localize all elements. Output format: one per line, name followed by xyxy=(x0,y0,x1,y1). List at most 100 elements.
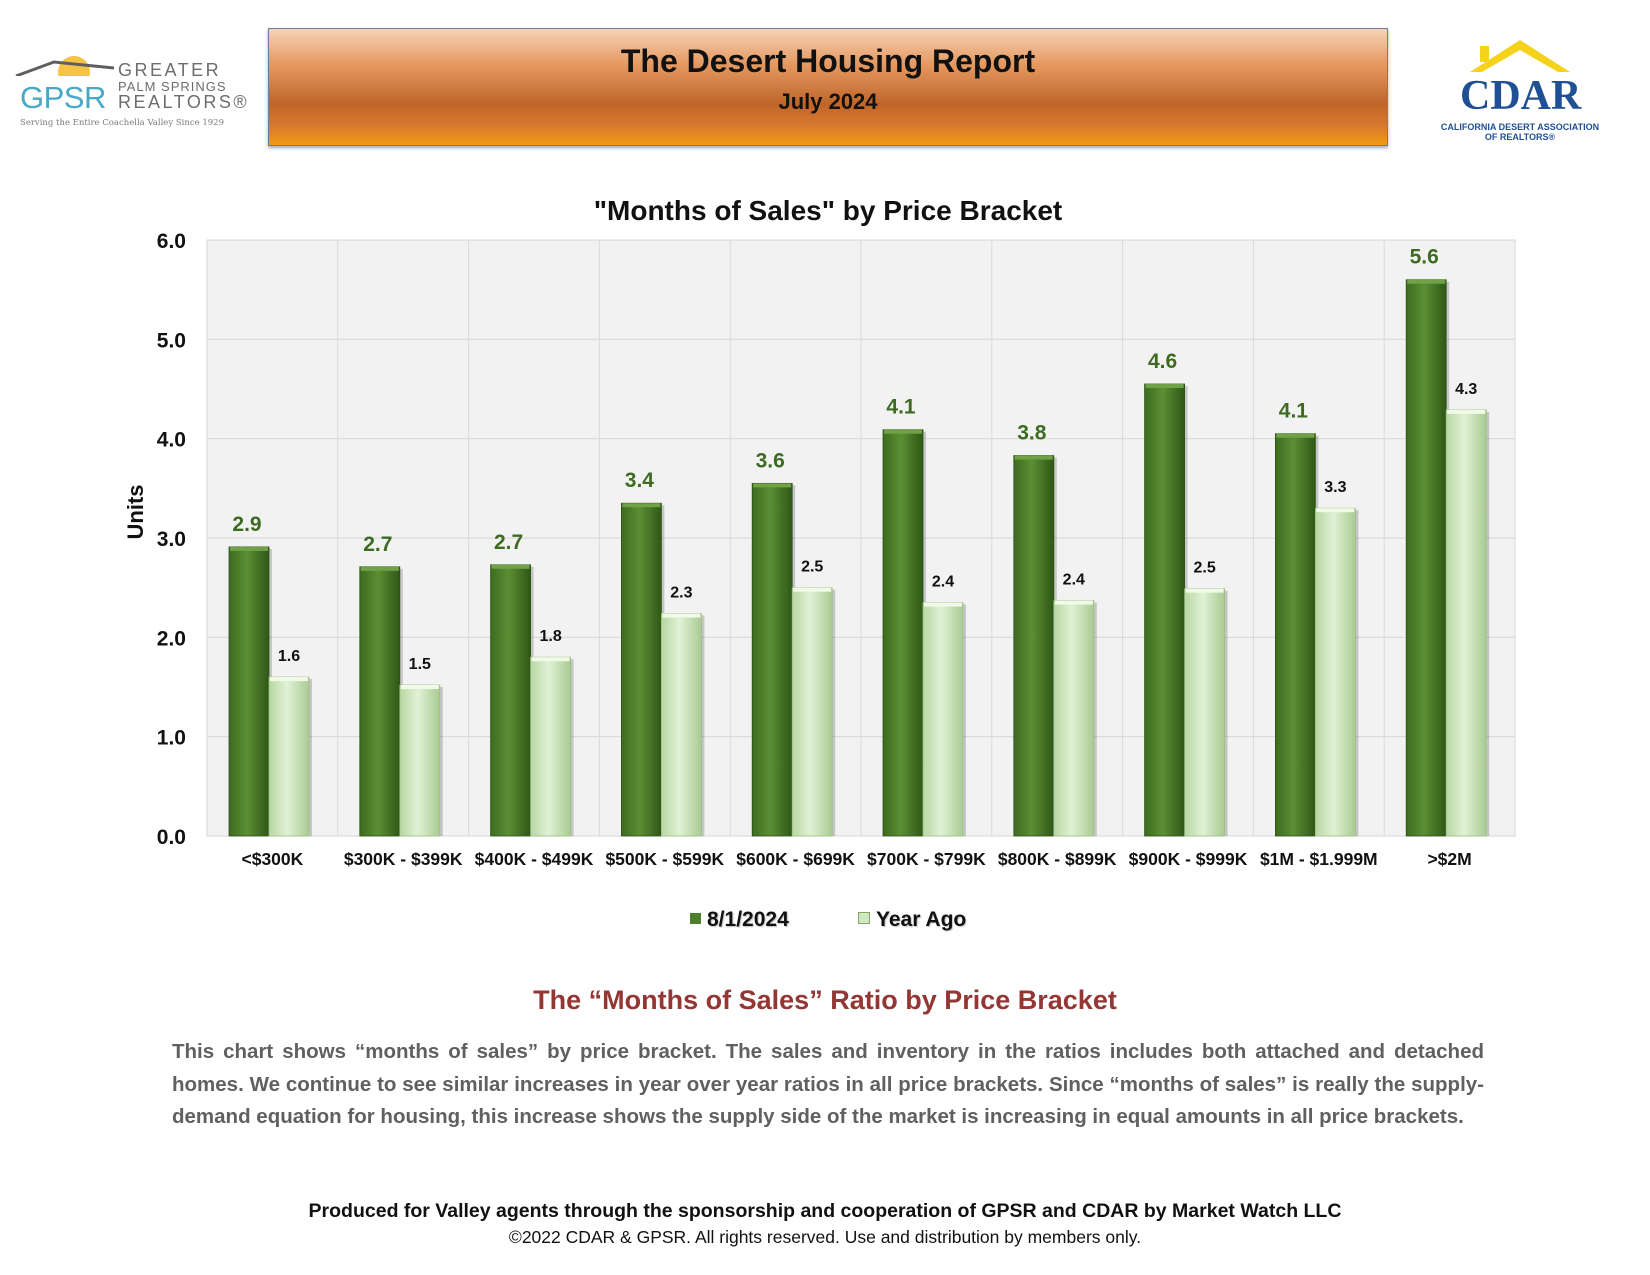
bar-year-ago xyxy=(530,656,571,837)
bar-cap xyxy=(924,602,962,607)
report-title: The Desert Housing Report xyxy=(620,43,1036,79)
data-label-year-ago: 3.3 xyxy=(1324,479,1346,496)
bar-cap xyxy=(400,685,439,690)
bar-year-ago xyxy=(922,602,964,837)
cdar-subtitle-line1: CALIFORNIA DESERT ASSOCIATION xyxy=(1440,122,1600,132)
house-roof-icon xyxy=(1470,40,1570,72)
x-tick-label: $300K - $399K xyxy=(344,849,463,869)
bar-cap xyxy=(1447,409,1486,414)
bar-cap xyxy=(1407,279,1446,284)
section-title: The “Months of Sales” Ratio by Price Bra… xyxy=(533,985,1117,1015)
x-tick-label: $800K - $899K xyxy=(998,849,1117,869)
legend-label-year-ago: Year Ago xyxy=(876,908,967,931)
cdar-subtitle: CALIFORNIA DESERT ASSOCIATION OF REALTOR… xyxy=(1420,122,1620,142)
bar-cap xyxy=(793,587,832,592)
data-label-current: 3.6 xyxy=(756,449,785,472)
x-tick-label: $1M - $1.999M xyxy=(1260,849,1378,869)
bar-current xyxy=(1144,383,1185,837)
gpsr-logo: GPSR GREATER PALM SPRINGS REALTORS® Serv… xyxy=(14,50,247,135)
bars: 2.9 1.6 2.7 1.5 2.7 1.8 3.4 2.3 3.6 2.5 4.1 2.4 3.8 2… xyxy=(228,246,1490,837)
data-label-year-ago: 4.3 xyxy=(1455,381,1477,398)
bar-cap xyxy=(1316,508,1355,513)
bar-cap xyxy=(884,429,922,434)
data-label-year-ago: 2.4 xyxy=(1063,572,1085,589)
legend-swatch-year-ago xyxy=(858,912,870,925)
y-tick-label: 3.0 xyxy=(157,528,186,551)
gpsr-line3: REALTORS® xyxy=(118,92,250,112)
data-label-current: 2.7 xyxy=(363,533,392,556)
months-of-sales-chart: "Months of Sales" by Price Bracket 0.0 1.… xyxy=(123,195,1516,869)
legend-item-current: 8/1/2024 xyxy=(690,908,789,932)
bar-year-ago xyxy=(268,676,310,837)
bar-year-ago xyxy=(1184,588,1225,837)
legend-item-year-ago: Year Ago xyxy=(858,908,966,932)
bar-current xyxy=(751,482,793,837)
cdar-subtitle-line2: OF REALTORS® xyxy=(1484,132,1556,142)
data-label-current: 2.7 xyxy=(494,531,523,554)
bar-current xyxy=(228,546,270,837)
bar-year-ago xyxy=(1315,507,1356,837)
data-label-year-ago: 2.5 xyxy=(801,559,823,576)
bar-year-ago xyxy=(1445,409,1487,837)
gpsr-tagline: Serving the Entire Coachella Valley Sinc… xyxy=(20,118,224,128)
bar-cap xyxy=(491,564,530,569)
report-subtitle: July 2024 xyxy=(778,89,878,114)
data-label-current: 3.4 xyxy=(625,469,655,492)
bar-cap xyxy=(360,566,399,571)
data-label-current: 4.1 xyxy=(886,396,916,419)
x-tick-label: >$2M xyxy=(1427,849,1471,869)
x-tick-label: $500K - $599K xyxy=(605,849,724,869)
y-tick-label: 4.0 xyxy=(157,429,186,452)
x-tick-label: <$300K xyxy=(242,849,304,869)
bar-cap xyxy=(662,613,701,618)
data-label-year-ago: 2.4 xyxy=(932,574,954,591)
y-tick-label: 6.0 xyxy=(157,230,186,253)
bar-cap xyxy=(1276,433,1315,438)
cdar-logo: CDAR CALIFORNIA DESERT ASSOCIATION OF RE… xyxy=(1420,38,1620,148)
data-label-year-ago: 2.5 xyxy=(1193,560,1215,577)
bar-current xyxy=(1275,433,1316,837)
bar-current xyxy=(359,566,401,837)
cdar-wordmark: CDAR xyxy=(1460,73,1582,119)
data-label-year-ago: 2.3 xyxy=(670,584,692,601)
data-label-current: 5.6 xyxy=(1410,246,1439,269)
gpsr-line2: PALM SPRINGS xyxy=(118,79,227,94)
y-axis-label: Units xyxy=(123,485,148,540)
bar-year-ago xyxy=(399,684,441,837)
data-label-year-ago: 1.8 xyxy=(539,628,561,645)
data-label-current: 3.8 xyxy=(1017,422,1047,445)
x-tick-label: $400K - $499K xyxy=(475,849,594,869)
x-tick-label: $600K - $699K xyxy=(736,849,855,869)
data-label-current: 4.1 xyxy=(1279,400,1309,423)
chart-title: "Months of Sales" by Price Bracket xyxy=(594,195,1062,226)
bar-current xyxy=(490,564,532,837)
x-tick-label: $900K - $999K xyxy=(1129,849,1248,869)
section-body: This chart shows “months of sales” by pr… xyxy=(172,1040,1484,1128)
bar-cap xyxy=(1054,600,1093,605)
footer-sponsorship: Produced for Valley agents through the s… xyxy=(308,1200,1342,1222)
x-tick-label: $700K - $799K xyxy=(867,849,986,869)
legend-swatch-current xyxy=(690,912,701,924)
bar-cap xyxy=(531,657,570,662)
bar-current xyxy=(882,429,924,837)
sun-roof-icon xyxy=(14,56,124,86)
bar-cap xyxy=(230,546,268,551)
data-label-current: 2.9 xyxy=(232,513,261,536)
bar-current xyxy=(1013,455,1055,837)
bar-cap xyxy=(753,483,792,488)
data-label-year-ago: 1.6 xyxy=(278,648,300,665)
bar-year-ago xyxy=(661,613,702,837)
footer-copyright: ©2022 CDAR & GPSR. All rights reserved. … xyxy=(508,1227,1142,1247)
bar-cap xyxy=(1014,455,1053,460)
legend-label-current: 8/1/2024 xyxy=(707,908,789,931)
report-banner: The Desert Housing Report July 2024 xyxy=(268,28,1388,146)
y-tick-label: 2.0 xyxy=(157,627,186,650)
bar-current xyxy=(1405,279,1447,837)
x-axis-ticks: <$300K $300K - $399K $400K - $499K $500K - … xyxy=(242,849,1472,869)
bar-year-ago xyxy=(1053,600,1095,837)
data-label-year-ago: 1.5 xyxy=(409,656,431,673)
gpsr-line1: GREATER xyxy=(118,60,222,80)
bar-cap xyxy=(1145,384,1184,389)
y-axis-ticks: 0.0 1.0 2.0 3.0 4.0 5.0 6.0 xyxy=(157,230,186,849)
bar-cap xyxy=(1185,588,1224,593)
